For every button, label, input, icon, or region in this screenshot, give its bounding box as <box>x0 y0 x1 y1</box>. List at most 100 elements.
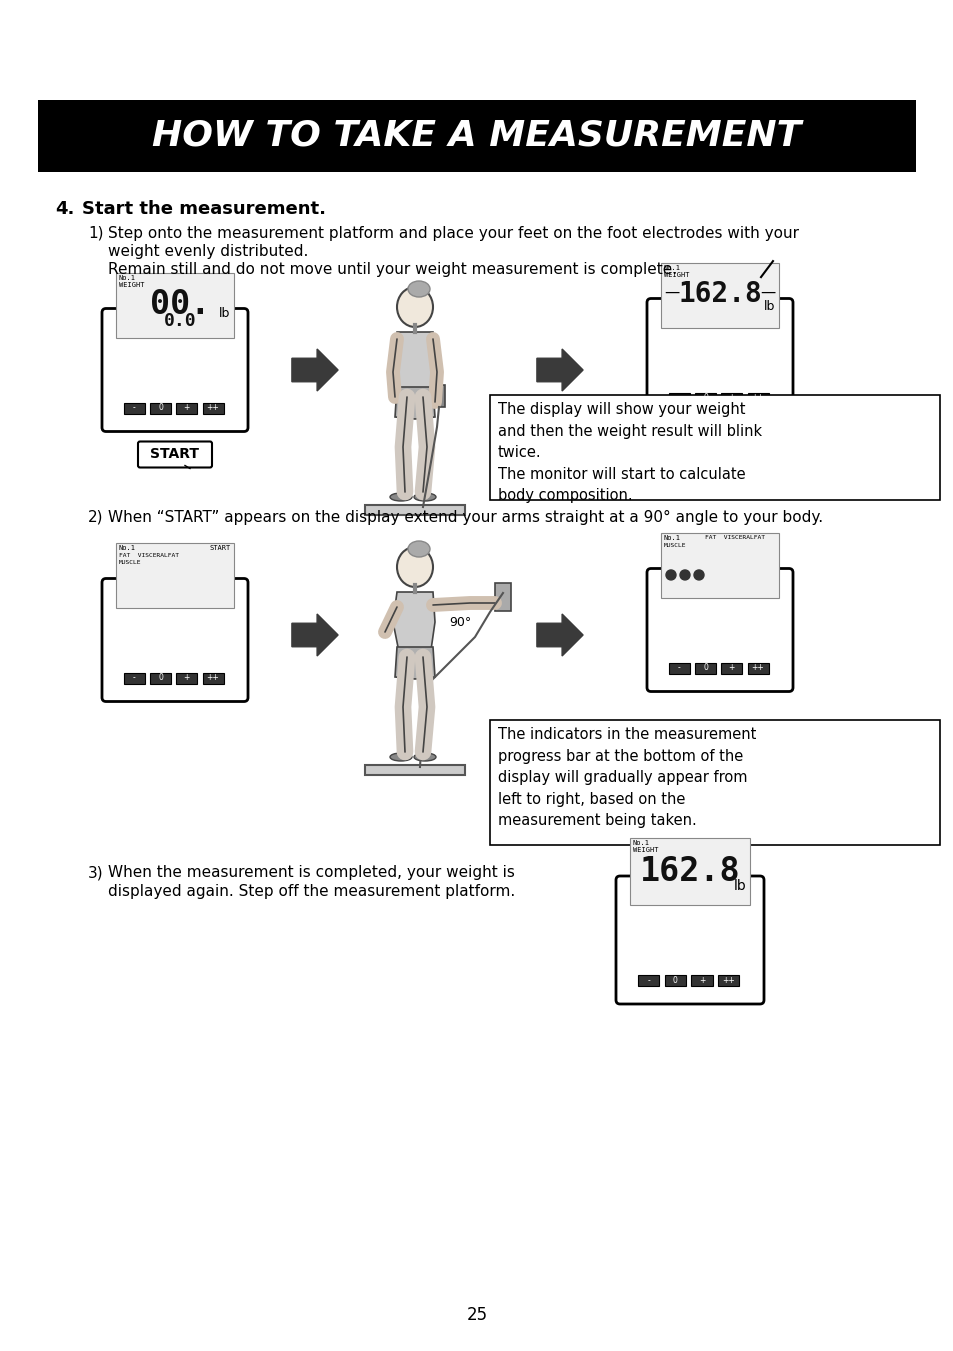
Ellipse shape <box>390 493 412 501</box>
Text: Step onto the measurement platform and place your feet on the foot electrodes wi: Step onto the measurement platform and p… <box>108 226 799 240</box>
Bar <box>365 505 464 515</box>
Polygon shape <box>292 613 337 657</box>
Text: START: START <box>151 447 199 462</box>
Text: No.1: No.1 <box>663 535 680 542</box>
Bar <box>176 673 197 684</box>
Text: Remain still and do not move until your weight measurement is complete.: Remain still and do not move until your … <box>108 262 677 277</box>
Bar <box>116 543 233 608</box>
Text: lb: lb <box>762 300 774 313</box>
Polygon shape <box>393 592 435 657</box>
Text: 90°: 90° <box>449 616 471 628</box>
Ellipse shape <box>414 753 436 761</box>
Bar <box>691 975 712 986</box>
Text: +: + <box>183 674 190 682</box>
FancyBboxPatch shape <box>138 442 212 467</box>
Text: Start the measurement.: Start the measurement. <box>82 200 326 218</box>
Bar <box>668 393 689 404</box>
Bar <box>150 403 171 413</box>
Text: 1): 1) <box>88 226 103 240</box>
Ellipse shape <box>396 286 433 327</box>
Text: 0: 0 <box>702 663 707 673</box>
Text: 0: 0 <box>158 404 163 412</box>
Polygon shape <box>537 613 582 657</box>
Bar <box>695 662 716 674</box>
Circle shape <box>665 570 676 580</box>
Bar <box>660 534 779 597</box>
Bar <box>433 385 444 407</box>
Text: -: - <box>678 393 680 403</box>
Ellipse shape <box>408 540 430 557</box>
Text: displayed again. Step off the measurement platform.: displayed again. Step off the measuremen… <box>108 884 515 898</box>
Text: 4.: 4. <box>55 200 74 218</box>
Polygon shape <box>395 647 435 680</box>
Text: -: - <box>678 663 680 673</box>
Text: +: + <box>699 975 704 985</box>
Text: HOW TO TAKE A MEASUREMENT: HOW TO TAKE A MEASUREMENT <box>152 119 801 153</box>
FancyBboxPatch shape <box>646 569 792 692</box>
Text: weight evenly distributed.: weight evenly distributed. <box>108 245 308 259</box>
Ellipse shape <box>396 547 433 586</box>
Bar <box>747 662 768 674</box>
Text: -: - <box>132 674 135 682</box>
Bar <box>668 662 689 674</box>
Text: FAT  VISCERALFAT: FAT VISCERALFAT <box>704 535 764 540</box>
Text: 2): 2) <box>88 509 103 526</box>
Circle shape <box>679 813 693 828</box>
FancyBboxPatch shape <box>646 299 792 422</box>
Bar <box>176 403 197 413</box>
FancyBboxPatch shape <box>102 308 248 431</box>
Text: 3): 3) <box>88 865 104 880</box>
Text: +: + <box>728 663 734 673</box>
Text: No.1
WEIGHT: No.1 WEIGHT <box>633 840 658 852</box>
Circle shape <box>679 570 689 580</box>
Text: The indicators in the measurement
progress bar at the bottom of the
display will: The indicators in the measurement progre… <box>497 727 756 828</box>
Bar <box>664 975 685 986</box>
Ellipse shape <box>408 281 430 297</box>
Bar <box>365 765 464 775</box>
Text: +: + <box>183 404 190 412</box>
Text: No.1
WEIGHT: No.1 WEIGHT <box>663 265 689 278</box>
Text: 0: 0 <box>672 975 677 985</box>
Text: No.1
WEIGHT: No.1 WEIGHT <box>119 276 144 288</box>
Text: No.1: No.1 <box>119 544 136 551</box>
Bar <box>202 403 223 413</box>
Text: ++: ++ <box>207 404 219 412</box>
Text: When “START” appears on the display extend your arms straight at a 90° angle to : When “START” appears on the display exte… <box>108 509 822 526</box>
Polygon shape <box>292 349 337 390</box>
Text: MUSCLE: MUSCLE <box>663 543 686 549</box>
Ellipse shape <box>414 493 436 501</box>
Bar <box>495 584 511 611</box>
Text: —: — <box>760 285 775 300</box>
Text: lb: lb <box>734 880 746 893</box>
Text: When the measurement is completed, your weight is: When the measurement is completed, your … <box>108 865 515 880</box>
Bar <box>124 403 145 413</box>
Bar <box>718 975 739 986</box>
Bar <box>38 100 915 172</box>
Text: 25: 25 <box>466 1306 487 1324</box>
Text: START: START <box>210 544 231 551</box>
Text: ++: ++ <box>207 674 219 682</box>
Bar <box>124 673 145 684</box>
FancyBboxPatch shape <box>102 578 248 701</box>
Polygon shape <box>393 332 435 397</box>
Ellipse shape <box>390 753 412 761</box>
Circle shape <box>693 570 703 580</box>
Polygon shape <box>395 386 435 419</box>
Text: 0.0: 0.0 <box>164 312 196 331</box>
Text: ++: ++ <box>721 975 734 985</box>
Polygon shape <box>537 349 582 390</box>
Text: ++: ++ <box>751 393 763 403</box>
Text: The display will show your weight
and then the weight result will blink
twice.
T: The display will show your weight and th… <box>497 403 761 504</box>
Bar <box>720 393 741 404</box>
Text: 0: 0 <box>702 393 707 403</box>
Bar <box>660 263 779 327</box>
Text: 162.8: 162.8 <box>639 855 740 888</box>
Text: 162.8: 162.8 <box>678 280 761 308</box>
Bar <box>490 394 939 500</box>
Text: ++: ++ <box>751 663 763 673</box>
Bar <box>202 673 223 684</box>
Bar <box>695 393 716 404</box>
Bar <box>116 273 233 338</box>
Bar <box>490 720 939 844</box>
Text: FAT  VISCERALFAT: FAT VISCERALFAT <box>119 553 179 558</box>
